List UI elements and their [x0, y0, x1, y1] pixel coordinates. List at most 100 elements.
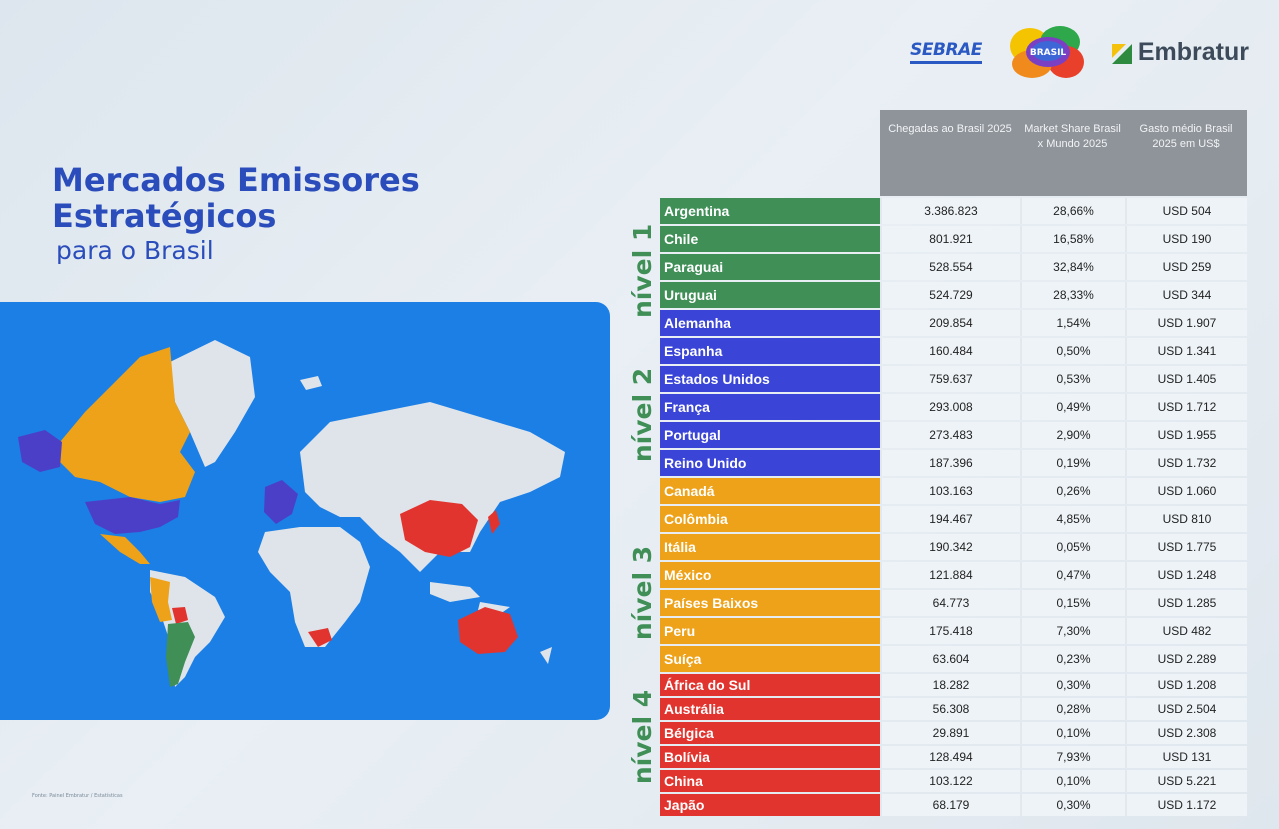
arrivals-cell: 3.386.823: [880, 198, 1020, 224]
country-cell: Uruguai: [660, 282, 880, 308]
average-spend-cell: USD 1.907: [1125, 310, 1247, 336]
table-row: Peru 175.418 7,30% USD 482: [660, 618, 1247, 644]
country-cell: Bolívia: [660, 746, 880, 768]
country-cell: África do Sul: [660, 674, 880, 696]
table-row: Canadá 103.163 0,26% USD 1.060: [660, 478, 1247, 504]
market-share-cell: 0,10%: [1020, 770, 1125, 792]
average-spend-cell: USD 344: [1125, 282, 1247, 308]
map-nivel4-japan: [488, 510, 500, 534]
country-cell: Argentina: [660, 198, 880, 224]
arrivals-cell: 128.494: [880, 746, 1020, 768]
title-line-1: Mercados Emissores: [52, 161, 420, 199]
table-row: Portugal 273.483 2,90% USD 1.955: [660, 422, 1247, 448]
market-share-cell: 0,28%: [1020, 698, 1125, 720]
country-cell: Itália: [660, 534, 880, 560]
header-arrivals: Chegadas ao Brasil 2025: [880, 110, 1020, 196]
arrivals-cell: 528.554: [880, 254, 1020, 280]
table-row: Países Baixos 64.773 0,15% USD 1.285: [660, 590, 1247, 616]
market-share-cell: 0,26%: [1020, 478, 1125, 504]
market-share-cell: 0,05%: [1020, 534, 1125, 560]
brasil-logo-text: BRASIL: [1030, 48, 1067, 58]
market-share-cell: 7,93%: [1020, 746, 1125, 768]
map-nivel2-europe: [264, 480, 298, 524]
country-cell: Canadá: [660, 478, 880, 504]
arrivals-cell: 63.604: [880, 646, 1020, 672]
country-cell: México: [660, 562, 880, 588]
table-row: Chile 801.921 16,58% USD 190: [660, 226, 1247, 252]
country-cell: China: [660, 770, 880, 792]
table-row: Itália 190.342 0,05% USD 1.775: [660, 534, 1247, 560]
average-spend-cell: USD 1.775: [1125, 534, 1247, 560]
country-cell: Colômbia: [660, 506, 880, 532]
average-spend-cell: USD 1.955: [1125, 422, 1247, 448]
market-share-cell: 0,30%: [1020, 794, 1125, 816]
market-share-cell: 4,85%: [1020, 506, 1125, 532]
header-average-spend: Gasto médio Brasil 2025 em US$: [1125, 110, 1247, 196]
title-line-3: para o Brasil: [56, 236, 214, 265]
arrivals-cell: 18.282: [880, 674, 1020, 696]
market-share-cell: 0,19%: [1020, 450, 1125, 476]
average-spend-cell: USD 482: [1125, 618, 1247, 644]
average-spend-cell: USD 1.405: [1125, 366, 1247, 392]
arrivals-cell: 103.163: [880, 478, 1020, 504]
average-spend-cell: USD 5.221: [1125, 770, 1247, 792]
average-spend-cell: USD 1.285: [1125, 590, 1247, 616]
table-row: Japão 68.179 0,30% USD 1.172: [660, 794, 1247, 816]
map-nivel3-canada: [60, 347, 195, 502]
average-spend-cell: USD 1.341: [1125, 338, 1247, 364]
market-share-cell: 28,66%: [1020, 198, 1125, 224]
level-label-2: nível 2: [628, 367, 657, 463]
average-spend-cell: USD 504: [1125, 198, 1247, 224]
market-share-cell: 0,23%: [1020, 646, 1125, 672]
market-share-cell: 0,49%: [1020, 394, 1125, 420]
level-label-4: nível 4: [628, 689, 657, 785]
arrivals-cell: 524.729: [880, 282, 1020, 308]
table-row: França 293.008 0,49% USD 1.712: [660, 394, 1247, 420]
country-cell: Estados Unidos: [660, 366, 880, 392]
sebrae-logo: SEBRAE: [910, 40, 982, 64]
average-spend-cell: USD 131: [1125, 746, 1247, 768]
table-body: Argentina 3.386.823 28,66% USD 504 Chile 801.…: [660, 198, 1247, 816]
market-share-cell: 0,10%: [1020, 722, 1125, 744]
brasil-logo: BRASIL: [1008, 24, 1086, 80]
title-line-2: Estratégicos: [52, 197, 277, 235]
arrivals-cell: 103.122: [880, 770, 1020, 792]
map-nivel4-australia: [458, 607, 518, 654]
table-row: Suíça 63.604 0,23% USD 2.289: [660, 646, 1247, 672]
country-cell: França: [660, 394, 880, 420]
average-spend-cell: USD 1.732: [1125, 450, 1247, 476]
table-row: Paraguai 528.554 32,84% USD 259: [660, 254, 1247, 280]
embratur-mark-icon: [1111, 42, 1132, 64]
average-spend-cell: USD 1.172: [1125, 794, 1247, 816]
market-share-cell: 16,58%: [1020, 226, 1125, 252]
table-row: Bolívia 128.494 7,93% USD 131: [660, 746, 1247, 768]
arrivals-cell: 29.891: [880, 722, 1020, 744]
market-share-cell: 0,50%: [1020, 338, 1125, 364]
market-share-cell: 32,84%: [1020, 254, 1125, 280]
country-cell: Peru: [660, 618, 880, 644]
country-cell: Austrália: [660, 698, 880, 720]
market-share-cell: 7,30%: [1020, 618, 1125, 644]
table-row: Estados Unidos 759.637 0,53% USD 1.405: [660, 366, 1247, 392]
average-spend-cell: USD 1.060: [1125, 478, 1247, 504]
source-note: Fonte: Painel Embratur / Estatísticas: [32, 793, 123, 799]
arrivals-cell: 187.396: [880, 450, 1020, 476]
embratur-logo-text: Embratur: [1137, 37, 1249, 66]
country-cell: Alemanha: [660, 310, 880, 336]
level-label-3: nível 3: [628, 545, 657, 641]
average-spend-cell: USD 810: [1125, 506, 1247, 532]
header-market-share: Market Share Brasil x Mundo 2025: [1020, 110, 1125, 196]
table-row: Argentina 3.386.823 28,66% USD 504: [660, 198, 1247, 224]
arrivals-cell: 68.179: [880, 794, 1020, 816]
average-spend-cell: USD 1.712: [1125, 394, 1247, 420]
map-nivel2-alaska: [18, 430, 62, 472]
country-cell: Japão: [660, 794, 880, 816]
markets-table: Chegadas ao Brasil 2025 Market Share Bra…: [660, 108, 1247, 818]
average-spend-cell: USD 1.248: [1125, 562, 1247, 588]
arrivals-cell: 194.467: [880, 506, 1020, 532]
country-cell: Espanha: [660, 338, 880, 364]
arrivals-cell: 293.008: [880, 394, 1020, 420]
map-nivel3-colombia-peru: [150, 577, 172, 622]
market-share-cell: 1,54%: [1020, 310, 1125, 336]
map-nivel1-southcone: [166, 622, 195, 687]
